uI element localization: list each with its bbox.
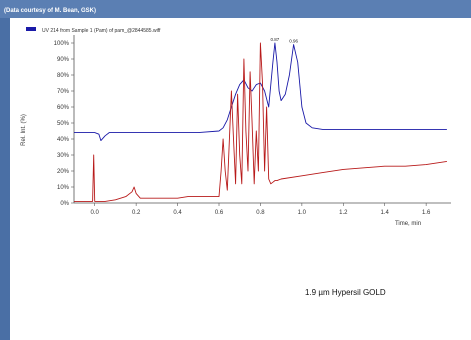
peak-label: 0.87 <box>271 37 280 42</box>
y-tick-label: 100% <box>54 41 70 47</box>
legend-text: UV 214 from Sample 1 (Pam) of pam_@28445… <box>42 28 161 34</box>
y-tick-label: 40% <box>57 137 70 143</box>
peak-label: 0.96 <box>289 39 298 44</box>
x-tick-label: 0.6 <box>215 210 224 216</box>
x-tick-label: 1.6 <box>422 210 431 216</box>
x-tick-label: 0.4 <box>173 210 182 216</box>
x-tick-label: 1.2 <box>339 210 348 216</box>
x-tick-label: 0.2 <box>132 210 141 216</box>
y-tick-label: 30% <box>57 153 70 159</box>
uv-trace-line <box>74 42 447 142</box>
red-trace-line <box>74 42 447 202</box>
legend-swatch <box>26 27 36 31</box>
data-credit: (Data courtesy of M. Bean, GSK) <box>4 8 97 14</box>
y-tick-label: 60% <box>57 105 70 111</box>
chart-svg: UV 214 from Sample 1 (Pam) of pam_@28445… <box>21 27 451 227</box>
y-tick-label: 70% <box>57 89 70 95</box>
y-tick-label: 50% <box>57 121 70 127</box>
x-tick-label: 1.0 <box>298 210 307 216</box>
x-tick-label: 0.8 <box>256 210 265 216</box>
x-axis-label: Time, min <box>395 221 421 227</box>
y-tick-label: 90% <box>57 57 70 63</box>
y-axis-label: Rel. Int. (%) <box>21 114 27 146</box>
x-tick-label: 0.0 <box>91 210 100 216</box>
y-tick-label: 20% <box>57 169 70 175</box>
y-tick-label: 10% <box>57 185 70 191</box>
y-tick-label: 80% <box>57 73 70 79</box>
chromatogram-chart: UV 214 from Sample 1 (Pam) of pam_@28445… <box>16 25 456 230</box>
x-tick-label: 1.4 <box>381 210 390 216</box>
column-caption: 1.9 µm Hypersil GOLD <box>305 288 386 297</box>
header-band <box>0 0 471 18</box>
y-tick-label: 0% <box>60 201 69 207</box>
